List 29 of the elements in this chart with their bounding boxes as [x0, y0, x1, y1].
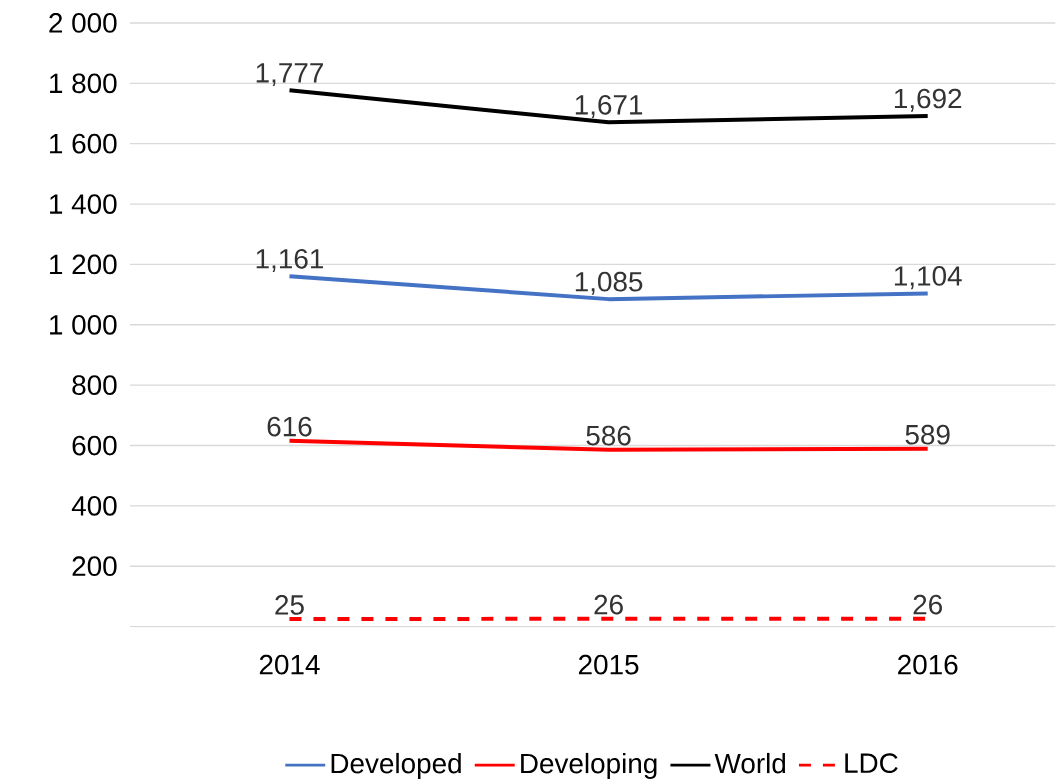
data-label: 1,161 [256, 249, 323, 273]
data-label: 1,104 [894, 266, 962, 290]
data-label: 1,085 [575, 272, 643, 296]
y-tick-label: 400 [71, 496, 117, 516]
data-label: 26 [594, 594, 623, 615]
data-label: 616 [267, 416, 312, 437]
data-label: 25 [275, 595, 304, 615]
y-tick-label: 800 [72, 375, 117, 396]
y-tick-label: 1 600 [50, 134, 117, 154]
x-tick-label: 2016 [898, 655, 958, 675]
y-tick-label: 1 000 [50, 315, 117, 335]
y-tick-label: 600 [72, 435, 117, 456]
data-label: 1,777 [256, 63, 323, 87]
data-label: 1,692 [894, 88, 962, 112]
legend-label: Developing [521, 753, 657, 780]
legend-label: LDC [845, 753, 898, 774]
x-tick-label: 2015 [578, 655, 639, 675]
legend-label: Developed [331, 753, 461, 780]
legend-label: World [714, 753, 786, 774]
x-tick-label: 2014 [259, 655, 320, 675]
y-tick-label: 1 200 [50, 254, 117, 275]
y-tick-label: 1 400 [50, 194, 117, 215]
data-label: 589 [905, 425, 950, 445]
data-label: 26 [913, 594, 942, 615]
data-label: 586 [586, 425, 631, 446]
data-label: 1,671 [575, 95, 643, 119]
y-tick-label: 200 [72, 556, 117, 577]
y-tick-label: 2 000 [49, 13, 117, 34]
y-tick-label: 1 800 [50, 73, 117, 94]
